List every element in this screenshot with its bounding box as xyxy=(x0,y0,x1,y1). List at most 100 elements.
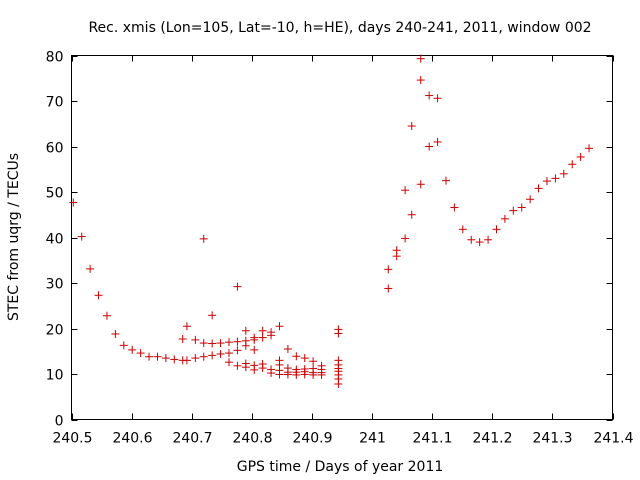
data-point xyxy=(542,177,551,186)
data-point xyxy=(241,359,250,368)
x-tick-label: 241.4 xyxy=(593,431,633,447)
data-point xyxy=(450,203,459,212)
x-tick-label: 241.2 xyxy=(472,431,512,447)
data-point xyxy=(250,345,259,354)
data-point xyxy=(191,335,200,344)
data-point xyxy=(86,264,95,273)
data-point xyxy=(208,339,217,348)
data-point xyxy=(576,152,585,161)
data-point xyxy=(275,322,284,331)
y-tick-label: 80 xyxy=(46,50,64,66)
data-point xyxy=(258,359,267,368)
data-point xyxy=(94,291,103,300)
data-point xyxy=(458,225,467,234)
x-tick-label: 241.3 xyxy=(532,431,572,447)
y-tick-label: 50 xyxy=(46,186,64,202)
data-point xyxy=(441,176,450,185)
data-point xyxy=(267,365,276,374)
data-point xyxy=(283,364,292,373)
data-point xyxy=(250,361,259,370)
data-point xyxy=(275,356,284,365)
data-point xyxy=(153,352,162,361)
data-point xyxy=(568,160,577,169)
data-point xyxy=(292,365,301,374)
data-point xyxy=(241,336,250,345)
data-point xyxy=(161,354,170,363)
data-point xyxy=(585,144,594,153)
data-point xyxy=(534,184,543,193)
data-point xyxy=(136,349,145,358)
y-tick-label: 60 xyxy=(46,141,64,157)
data-point xyxy=(258,326,267,335)
y-tick-label: 20 xyxy=(46,323,64,339)
data-point xyxy=(69,198,78,207)
data-point xyxy=(233,346,242,355)
data-point xyxy=(283,344,292,353)
data-point xyxy=(145,352,154,361)
y-axis-label: STEC from uqrg / TECUs xyxy=(6,153,22,321)
x-axis: 240.5 240.6 240.7 240.8 240.9 241 241.1 241.2 24… xyxy=(52,55,634,447)
data-point xyxy=(317,361,326,370)
data-point xyxy=(334,356,343,365)
x-tick-label: 241.1 xyxy=(412,431,452,447)
y-tick-label: 40 xyxy=(46,232,64,248)
x-tick-label: 241 xyxy=(359,431,386,447)
x-tick-label: 240.6 xyxy=(112,431,152,447)
data-point xyxy=(401,186,410,195)
data-points xyxy=(69,54,594,389)
y-tick-label: 70 xyxy=(46,95,64,111)
data-point xyxy=(492,225,501,234)
x-tick-label: 240.8 xyxy=(232,431,272,447)
data-point xyxy=(119,341,128,350)
data-point xyxy=(300,354,309,363)
data-point xyxy=(392,246,401,255)
data-point xyxy=(384,265,393,274)
data-point xyxy=(233,361,242,370)
chart-title: Rec. xmis (Lon=105, Lat=-10, h=HE), days… xyxy=(88,20,591,36)
data-point xyxy=(309,364,318,373)
data-point xyxy=(224,349,233,358)
data-point xyxy=(191,354,200,363)
data-point xyxy=(484,235,493,244)
data-point xyxy=(208,311,217,320)
data-point xyxy=(182,356,191,365)
data-point xyxy=(433,94,442,103)
x-axis-label: GPS time / Days of year 2011 xyxy=(237,459,444,475)
y-tick-label: 30 xyxy=(46,277,64,293)
data-point xyxy=(216,339,225,348)
x-tick-label: 240.9 xyxy=(292,431,332,447)
y-tick-label: 10 xyxy=(46,368,64,384)
y-tick-label: 0 xyxy=(55,414,64,430)
data-point xyxy=(467,235,476,244)
data-point xyxy=(334,325,343,334)
data-point xyxy=(199,234,208,243)
data-point xyxy=(425,91,434,100)
data-point xyxy=(407,122,416,131)
y-axis: 0 10 20 30 40 50 60 70 80 xyxy=(46,50,613,430)
data-point xyxy=(208,351,217,360)
data-point xyxy=(401,234,410,243)
data-point xyxy=(517,203,526,212)
data-point xyxy=(250,333,259,342)
data-point xyxy=(416,76,425,85)
data-point xyxy=(170,355,179,364)
data-point xyxy=(182,322,191,331)
data-point xyxy=(292,352,301,361)
data-point xyxy=(258,333,267,342)
data-point xyxy=(309,357,318,366)
data-point xyxy=(224,338,233,347)
data-point xyxy=(241,326,250,335)
data-point xyxy=(216,349,225,358)
data-point xyxy=(384,284,393,293)
data-point xyxy=(559,169,568,178)
x-tick-label: 240.7 xyxy=(172,431,212,447)
data-point xyxy=(199,352,208,361)
plot-frame xyxy=(71,55,613,420)
data-point xyxy=(111,329,120,338)
data-point xyxy=(300,364,309,373)
data-point xyxy=(551,174,560,183)
data-point xyxy=(128,345,137,354)
data-point xyxy=(509,206,518,215)
data-point xyxy=(233,337,242,346)
